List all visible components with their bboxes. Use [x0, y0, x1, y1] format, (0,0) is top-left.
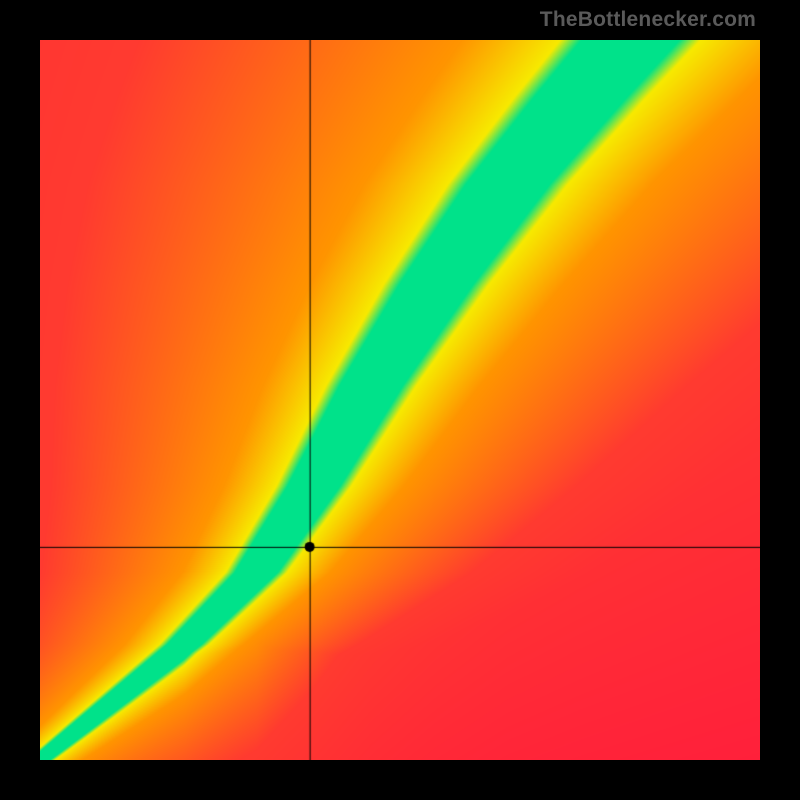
- watermark-text: TheBottlenecker.com: [540, 8, 756, 32]
- bottleneck-heatmap: [40, 40, 760, 760]
